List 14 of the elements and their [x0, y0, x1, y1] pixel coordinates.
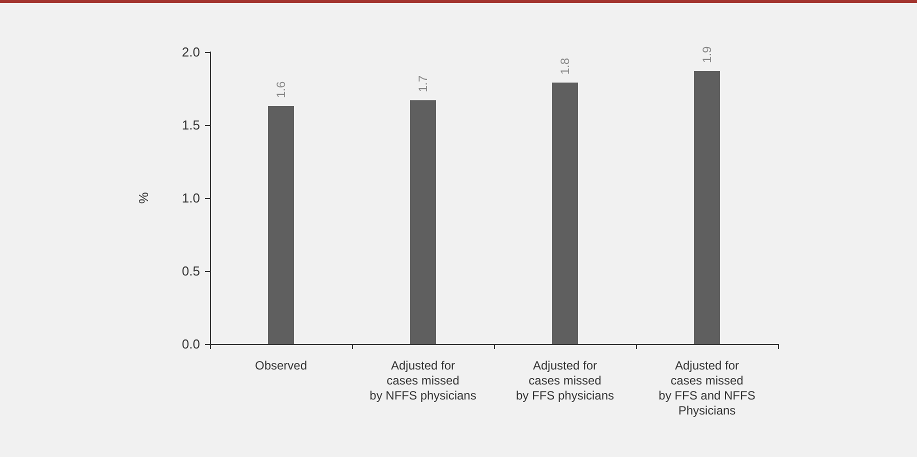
y-tick-label: 0.5	[182, 264, 200, 278]
y-tick-label: 0.0	[182, 336, 200, 352]
data-label: 1.8	[558, 58, 572, 75]
data-label: 1.6	[274, 81, 288, 98]
y-tick-label: 2.0	[182, 44, 200, 60]
y-tick-label: 1.0	[182, 190, 200, 206]
data-label: 1.9	[700, 46, 714, 63]
data-label: 1.7	[416, 75, 430, 92]
x-tick-label: Adjusted for cases missed by NFFS physicians	[370, 358, 476, 402]
x-tick-label: Observed	[254, 358, 308, 372]
y-tick-label: 1.5	[182, 118, 200, 132]
x-tick-label: Adjusted for cases missed by FFS and NFFS Physicians	[658, 358, 756, 418]
y-axis-title: %	[136, 192, 151, 204]
x-tick-label: Adjusted for cases missed by FFS physicians	[516, 358, 614, 402]
